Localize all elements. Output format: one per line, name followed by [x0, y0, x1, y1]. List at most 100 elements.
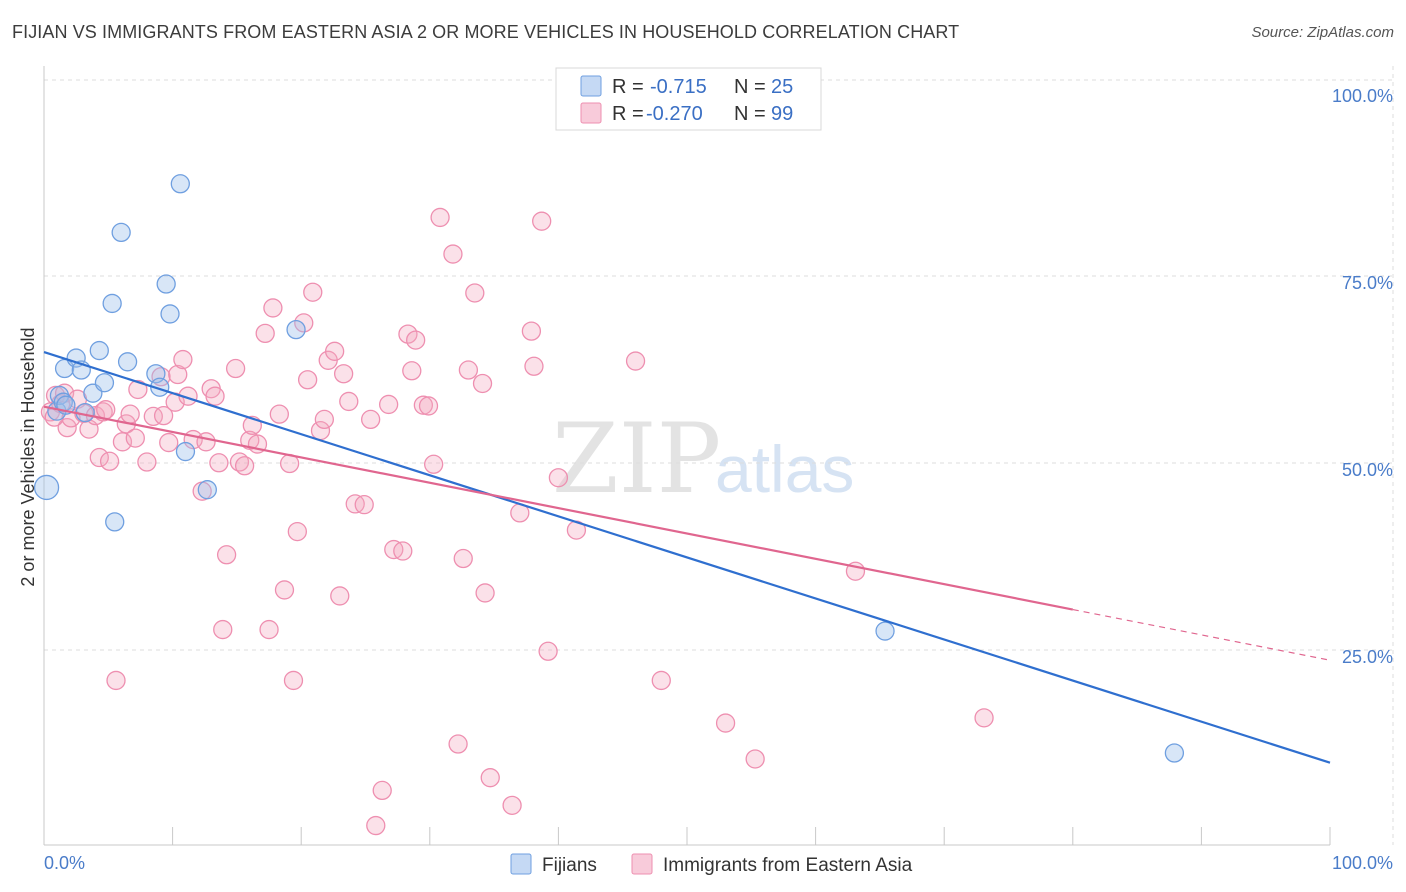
data-point-immigrants: [354, 495, 374, 515]
data-point-immigrants: [458, 360, 479, 380]
data-point-fijians: [66, 348, 86, 368]
trendlines: [43, 351, 1331, 764]
x-tick-labels: 0.0% 100.0%: [44, 853, 1393, 873]
axes: [43, 66, 1394, 846]
data-point-immigrants: [448, 734, 468, 754]
data-point-immigrants: [269, 404, 289, 424]
data-point-immigrants: [137, 452, 157, 472]
data-point-immigrants: [378, 394, 399, 415]
data-point-immigrants: [974, 708, 994, 728]
y-tick-label: 75.0%: [1342, 273, 1393, 293]
legend-swatch-immigrants: [580, 102, 602, 124]
data-point-immigrants: [475, 583, 495, 603]
data-point-immigrants: [548, 468, 569, 488]
data-point-immigrants: [745, 749, 765, 769]
data-point-immigrants: [209, 453, 229, 473]
data-point-fijians: [117, 352, 138, 372]
data-point-immigrants: [143, 406, 163, 427]
data-point-immigrants: [418, 396, 439, 416]
data-point-immigrants: [443, 244, 463, 264]
gridlines: [44, 79, 1395, 651]
legend-n-label-fijians: N =: [734, 76, 766, 98]
data-point-fijians: [197, 480, 217, 500]
data-point-immigrants: [89, 447, 109, 468]
data-point-immigrants: [472, 373, 493, 394]
data-point-immigrants: [402, 361, 422, 381]
data-point-immigrants: [715, 713, 736, 733]
data-point-immigrants: [538, 641, 558, 661]
data-point-fijians: [875, 621, 895, 641]
x-tick-label: 100.0%: [1332, 853, 1393, 873]
watermark: ZIP atlas: [552, 403, 854, 515]
data-point-fijians: [175, 441, 196, 462]
trendline-immigrants: [43, 405, 1074, 611]
y-tick-label: 100.0%: [1332, 86, 1393, 106]
data-point-fijians: [89, 340, 109, 361]
data-point-immigrants: [465, 283, 485, 303]
legend-n-value-fijians: 25: [771, 76, 793, 98]
y-axis-title: 2 or more Vehicles in Household: [18, 327, 38, 586]
data-point-immigrants: [532, 211, 552, 231]
source-credit: Source: ZipAtlas.com: [1251, 24, 1394, 41]
data-point-immigrants: [229, 452, 250, 472]
bottom-legend-label-immigrants: Immigrants from Eastern Asia: [663, 855, 913, 876]
data-point-immigrants: [424, 454, 444, 474]
data-point-immigrants: [303, 282, 323, 302]
data-point-immigrants: [339, 391, 359, 412]
data-point-immigrants: [521, 321, 542, 341]
data-point-immigrants: [406, 330, 426, 350]
legend-r-value-fijians: -0.715: [650, 76, 707, 98]
data-point-immigrants: [287, 521, 307, 542]
data-point-fijians: [1164, 743, 1185, 763]
series-fijians-points: [33, 174, 1185, 763]
bottom-legend-swatch-immigrants: [631, 853, 653, 875]
y-tick-label: 25.0%: [1342, 647, 1393, 667]
bottom-legend-swatch-fijians: [510, 853, 532, 875]
data-point-immigrants: [151, 367, 171, 387]
data-point-immigrants: [294, 313, 314, 333]
legend-r-value-immigrants: -0.270: [646, 103, 703, 125]
data-point-fijians: [286, 319, 306, 340]
data-point-immigrants: [413, 395, 434, 415]
data-point-immigrants: [480, 768, 500, 788]
bottom-legend-label-fijians: Fijians: [542, 855, 597, 876]
data-point-immigrants: [314, 409, 334, 430]
data-point-immigrants: [128, 379, 148, 400]
legend-r-label-fijians: R =: [612, 76, 644, 98]
data-point-immigrants: [393, 541, 413, 561]
data-point-immigrants: [168, 364, 188, 385]
data-point-immigrants: [213, 619, 233, 640]
correlation-legend: R = -0.715 N = 25 R = -0.270 N = 99: [555, 67, 822, 131]
data-point-immigrants: [96, 400, 116, 420]
data-point-fijians: [156, 274, 176, 294]
data-point-immigrants: [430, 207, 450, 228]
data-point-immigrants: [205, 386, 225, 406]
data-point-fijians: [111, 222, 131, 243]
data-point-fijians: [33, 474, 60, 501]
series-legend: Fijians Immigrants from Eastern Asia: [510, 853, 913, 876]
data-point-immigrants: [625, 351, 646, 371]
legend-n-value-immigrants: 99: [771, 103, 793, 125]
data-point-immigrants: [259, 619, 279, 640]
data-point-immigrants: [283, 670, 304, 691]
legend-swatch-fijians: [580, 75, 602, 97]
data-point-immigrants: [99, 451, 120, 471]
data-point-immigrants: [366, 815, 386, 836]
legend-n-label-immigrants: N =: [734, 103, 766, 125]
data-point-fijians: [94, 373, 115, 393]
data-point-immigrants: [173, 349, 193, 370]
y-tick-label: 50.0%: [1342, 460, 1393, 480]
data-point-immigrants: [234, 456, 255, 476]
series-immigrants-points: [40, 207, 994, 836]
data-point-immigrants: [360, 409, 381, 430]
data-point-immigrants: [263, 298, 283, 318]
trendline-immigrants-extension: [1072, 608, 1331, 661]
data-point-immigrants: [125, 428, 145, 448]
trendline-fijians: [43, 351, 1331, 764]
data-point-immigrants: [159, 432, 179, 453]
chart-title: FIJIAN VS IMMIGRANTS FROM EASTERN ASIA 2…: [12, 22, 960, 42]
data-point-immigrants: [453, 548, 473, 569]
data-point-immigrants: [57, 417, 77, 438]
data-point-immigrants: [524, 356, 544, 376]
